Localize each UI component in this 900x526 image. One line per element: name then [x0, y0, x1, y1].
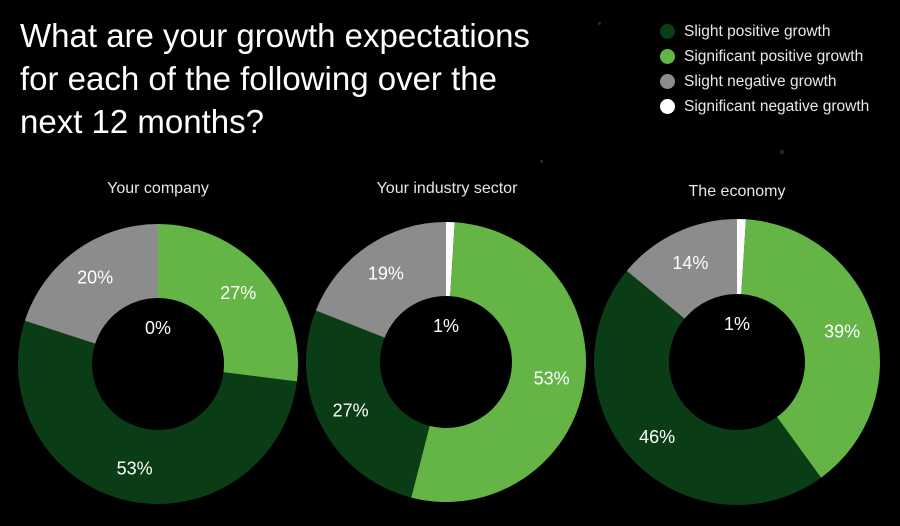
title-line-2: for each of the following over the [20, 60, 497, 97]
data-label-slight-positive-growth: 46% [639, 427, 675, 447]
donut-slice-significant-positive-growth [158, 224, 298, 382]
legend: Slight positive growth Significant posit… [660, 19, 869, 119]
title-line-3: next 12 months? [20, 103, 264, 140]
legend-label: Slight positive growth [684, 22, 831, 40]
data-label-slight-negative-growth: 14% [672, 253, 708, 273]
data-label-significant-negative-growth: 1% [433, 316, 459, 336]
legend-swatch [660, 74, 675, 89]
legend-label: Significant positive growth [684, 47, 864, 65]
donut-slice-slight-negative-growth [626, 219, 737, 319]
donut-slice-slight-positive-growth [306, 310, 430, 498]
chart-title: What are your growth expectations for ea… [20, 14, 580, 143]
donut-slice-significant-positive-growth [411, 222, 586, 503]
donut-title-your-industry-sector: Your industry sector [376, 180, 518, 197]
legend-item-slight-negative: Slight negative growth [660, 69, 869, 94]
legend-label: Significant negative growth [684, 97, 870, 115]
data-label-significant-positive-growth: 53% [534, 369, 570, 389]
donut-slice-slight-positive-growth [17, 320, 297, 505]
donut-slice-slight-negative-growth [24, 224, 159, 344]
background-dot [540, 160, 543, 163]
legend-item-significant-positive: Significant positive growth [660, 44, 869, 69]
background-dot [780, 150, 784, 154]
data-label-slight-negative-growth: 19% [368, 264, 404, 284]
donut-slice-significant-negative-growth [737, 219, 746, 295]
donut-slice-slight-negative-growth [315, 222, 446, 338]
legend-item-significant-negative: Significant negative growth [660, 94, 869, 119]
donut-slice-significant-negative-growth [446, 222, 455, 297]
legend-swatch [660, 24, 675, 39]
donut-title-your-company: Your company [107, 180, 209, 197]
data-label-slight-positive-growth: 53% [117, 458, 153, 478]
data-label-significant-negative-growth: 0% [145, 318, 171, 338]
data-label-slight-positive-growth: 27% [333, 401, 369, 421]
data-label-significant-positive-growth: 27% [220, 283, 256, 303]
legend-label: Slight negative growth [684, 72, 837, 90]
background-dot [598, 22, 601, 25]
donut-slice-slight-positive-growth [593, 270, 822, 506]
legend-swatch [660, 99, 675, 114]
data-label-slight-negative-growth: 20% [77, 267, 113, 287]
legend-swatch [660, 49, 675, 64]
donut-title-the-economy: The economy [688, 183, 786, 200]
legend-item-slight-positive: Slight positive growth [660, 19, 869, 44]
donut-slice-significant-positive-growth [741, 219, 880, 478]
data-label-significant-negative-growth: 1% [724, 314, 750, 334]
title-line-1: What are your growth expectations [20, 17, 530, 54]
data-label-significant-positive-growth: 39% [824, 321, 860, 341]
